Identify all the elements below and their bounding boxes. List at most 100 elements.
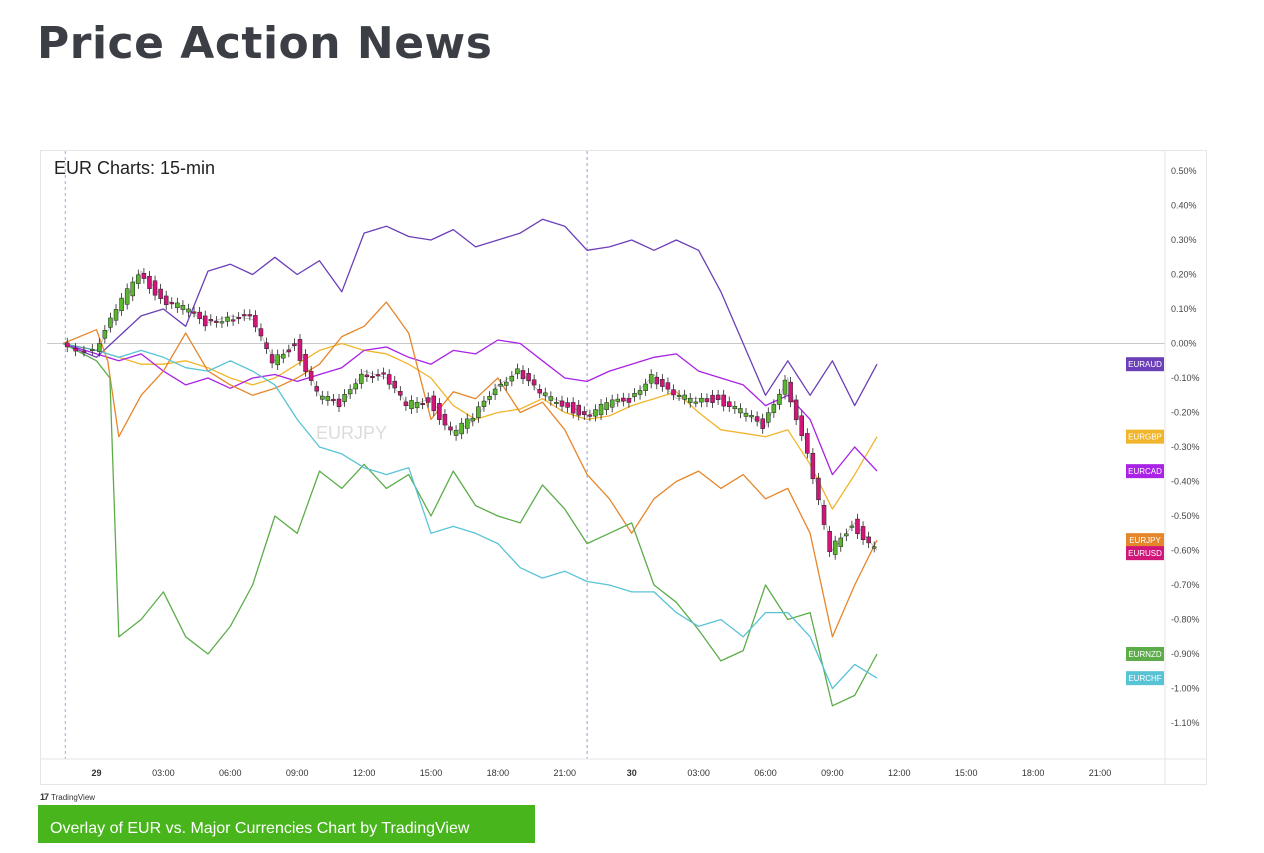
- chart-title: EUR Charts: 15-min: [54, 158, 215, 178]
- candle-body: [297, 339, 303, 361]
- candle-body: [425, 397, 431, 403]
- candle-body: [844, 533, 849, 537]
- candle-body: [119, 297, 124, 311]
- x-tick-label: 09:00: [821, 768, 844, 778]
- tradingview-logo-icon: 17: [40, 792, 49, 802]
- tradingview-credit-text: TradingView: [51, 792, 96, 802]
- x-tick-label: 21:00: [554, 768, 577, 778]
- candle-body: [81, 350, 87, 353]
- candle-body: [308, 370, 314, 381]
- candle-body: [247, 314, 253, 317]
- candle-body: [202, 315, 208, 327]
- candle-body: [565, 402, 570, 408]
- candle-body: [459, 422, 464, 435]
- y-tick-label: -0.90%: [1171, 649, 1200, 659]
- candle-body: [665, 382, 671, 390]
- series-line-eurchf: [62, 342, 878, 690]
- x-tick-label: 21:00: [1089, 768, 1112, 778]
- candle-body: [754, 416, 760, 422]
- candle-body: [732, 406, 738, 410]
- candle-body: [520, 370, 526, 380]
- candle-body: [420, 402, 425, 405]
- candle-body: [108, 317, 113, 328]
- candle-body: [821, 505, 827, 525]
- series-label-eurchf: EURCHF: [1128, 674, 1161, 683]
- candle-body: [654, 376, 660, 385]
- candle-body: [364, 374, 370, 378]
- candle-body: [320, 395, 325, 400]
- y-tick-label: -0.60%: [1171, 546, 1200, 556]
- candle-body: [743, 412, 749, 417]
- candle-body: [253, 315, 258, 328]
- candle-body: [175, 302, 180, 309]
- candle-body: [609, 399, 615, 408]
- candle-body: [141, 273, 147, 279]
- candle-body: [498, 383, 503, 387]
- x-tick-label: 29: [91, 768, 101, 778]
- candle-body: [593, 409, 598, 417]
- candle-body: [515, 368, 520, 375]
- candle-body: [163, 295, 169, 305]
- y-tick-label: -1.00%: [1171, 684, 1200, 694]
- x-tick-label: 06:00: [219, 768, 242, 778]
- series-label-badge: [1126, 464, 1164, 479]
- candle-body: [230, 319, 236, 322]
- candle-body: [671, 389, 676, 396]
- candle-body: [838, 537, 844, 547]
- chart-svg[interactable]: 0.50% 0.40% 0.30% 0.20% 0.10% 0.00% -0.10% -0.2…: [41, 151, 1206, 784]
- candle-body: [648, 374, 654, 384]
- candle-body: [448, 426, 453, 431]
- candle-body: [676, 394, 682, 397]
- x-tick-label: 15:00: [420, 768, 443, 778]
- candle-body: [292, 343, 297, 346]
- series-label-eurgbp: EURGBP: [1128, 433, 1162, 442]
- x-tick-label: 12:00: [353, 768, 376, 778]
- candle-body: [136, 274, 141, 284]
- series-line-euraud: [62, 218, 878, 407]
- candle-body: [660, 379, 665, 387]
- candle-body: [570, 402, 576, 414]
- series-label-euraud: EURAUD: [1128, 360, 1162, 369]
- candle-body: [598, 403, 604, 416]
- y-tick-label: -0.50%: [1171, 511, 1200, 521]
- series-label-badge: [1126, 429, 1164, 444]
- candle-body: [353, 383, 358, 390]
- candle-body: [208, 319, 214, 322]
- candle-body: [587, 414, 593, 417]
- candle-body: [710, 394, 715, 403]
- tradingview-credit[interactable]: 17 TradingView: [40, 792, 95, 802]
- y-tick-label: 0.40%: [1171, 201, 1197, 211]
- candle-body: [810, 452, 816, 480]
- y-tick-label: 0.00%: [1171, 339, 1197, 349]
- candle-body: [832, 540, 838, 555]
- candle-body: [476, 406, 481, 418]
- chart-label-layer: EURAUD EURGBP EURCAD EURJPY EURUSD EURNZD EURC…: [1126, 357, 1164, 686]
- x-tick-label: 06:00: [754, 768, 777, 778]
- x-tick-label: 03:00: [152, 768, 175, 778]
- candle-body: [130, 281, 135, 297]
- chart-candle-layer: [62, 268, 878, 560]
- x-tick-label: 09:00: [286, 768, 309, 778]
- candle-body: [264, 342, 269, 349]
- candle-body: [788, 381, 793, 403]
- chart-container[interactable]: 0.50% 0.40% 0.30% 0.20% 0.10% 0.00% -0.10% -0.2…: [40, 150, 1207, 785]
- series-label-eurusd: EURUSD: [1128, 549, 1162, 558]
- candle-body: [403, 401, 409, 406]
- candle-body: [793, 399, 799, 421]
- candle-body: [615, 398, 621, 402]
- x-tick-label: 03:00: [687, 768, 710, 778]
- candle-body: [509, 375, 515, 382]
- y-tick-label: -0.20%: [1171, 408, 1200, 418]
- candle-body: [359, 373, 364, 384]
- candle-body: [504, 381, 509, 386]
- y-tick-label: 0.50%: [1171, 166, 1197, 176]
- candle-body: [749, 415, 754, 418]
- candle-body: [325, 396, 331, 401]
- candle-body: [687, 397, 693, 403]
- series-label-badge: [1126, 647, 1164, 661]
- candle-body: [548, 396, 554, 401]
- candle-body: [554, 401, 559, 404]
- chart-axis-layer: 0.50% 0.40% 0.30% 0.20% 0.10% 0.00% -0.10% -0.2…: [41, 151, 1206, 784]
- candle-body: [437, 402, 442, 420]
- candle-body: [219, 321, 225, 324]
